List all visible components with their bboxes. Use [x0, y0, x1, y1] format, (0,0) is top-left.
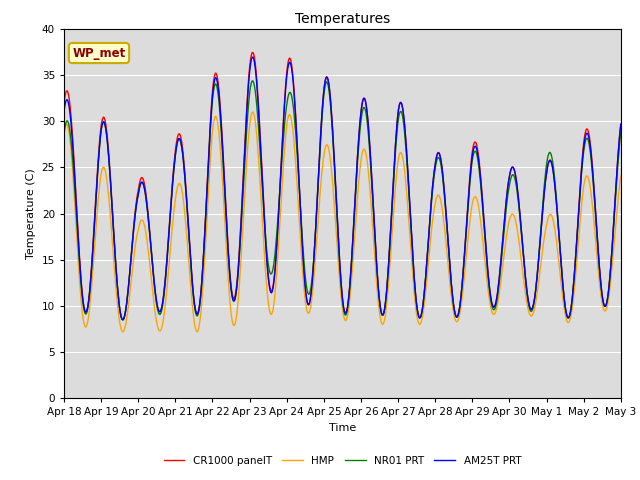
NR01 PRT [214, 91, 222, 97]
CR1000 panelT [185, 227, 193, 232]
Line: HMP: HMP [64, 112, 621, 332]
HMP [214, 123, 222, 129]
HMP [185, 258, 193, 264]
AM25T PRT [119, 317, 127, 323]
NR01 PRT [70, 176, 78, 182]
NR01 PRT [248, 78, 256, 84]
CR1000 panelT [214, 80, 222, 85]
NR01 PRT [60, 131, 68, 136]
CR1000 panelT [70, 158, 78, 164]
AM25T PRT [617, 121, 625, 127]
Y-axis label: Temperature (C): Temperature (C) [26, 168, 36, 259]
CR1000 panelT [617, 121, 625, 127]
CR1000 panelT [249, 49, 257, 55]
NR01 PRT [617, 130, 625, 136]
CR1000 panelT [60, 100, 68, 106]
CR1000 panelT [119, 317, 127, 323]
CR1000 panelT [412, 292, 419, 298]
AM25T PRT [249, 54, 257, 60]
AM25T PRT [128, 243, 136, 249]
Line: NR01 PRT: NR01 PRT [64, 81, 621, 320]
AM25T PRT [428, 192, 436, 197]
HMP [249, 109, 257, 115]
HMP [119, 329, 127, 335]
NR01 PRT [428, 195, 436, 201]
AM25T PRT [60, 109, 68, 115]
HMP [428, 224, 436, 230]
HMP [617, 173, 625, 179]
AM25T PRT [214, 84, 222, 90]
HMP [70, 190, 78, 195]
HMP [60, 132, 68, 138]
Line: AM25T PRT: AM25T PRT [64, 57, 621, 320]
Title: Temperatures: Temperatures [295, 12, 390, 26]
NR01 PRT [128, 243, 136, 249]
Legend: CR1000 panelT, HMP, NR01 PRT, AM25T PRT: CR1000 panelT, HMP, NR01 PRT, AM25T PRT [159, 452, 525, 470]
AM25T PRT [412, 292, 419, 298]
NR01 PRT [412, 293, 419, 299]
AM25T PRT [185, 228, 193, 234]
NR01 PRT [185, 231, 193, 237]
NR01 PRT [119, 317, 127, 323]
CR1000 panelT [128, 240, 136, 246]
Text: WP_met: WP_met [72, 47, 125, 60]
X-axis label: Time: Time [329, 423, 356, 433]
HMP [412, 303, 419, 309]
CR1000 panelT [428, 192, 436, 197]
Line: CR1000 panelT: CR1000 panelT [64, 52, 621, 320]
AM25T PRT [70, 163, 78, 169]
HMP [128, 269, 136, 275]
